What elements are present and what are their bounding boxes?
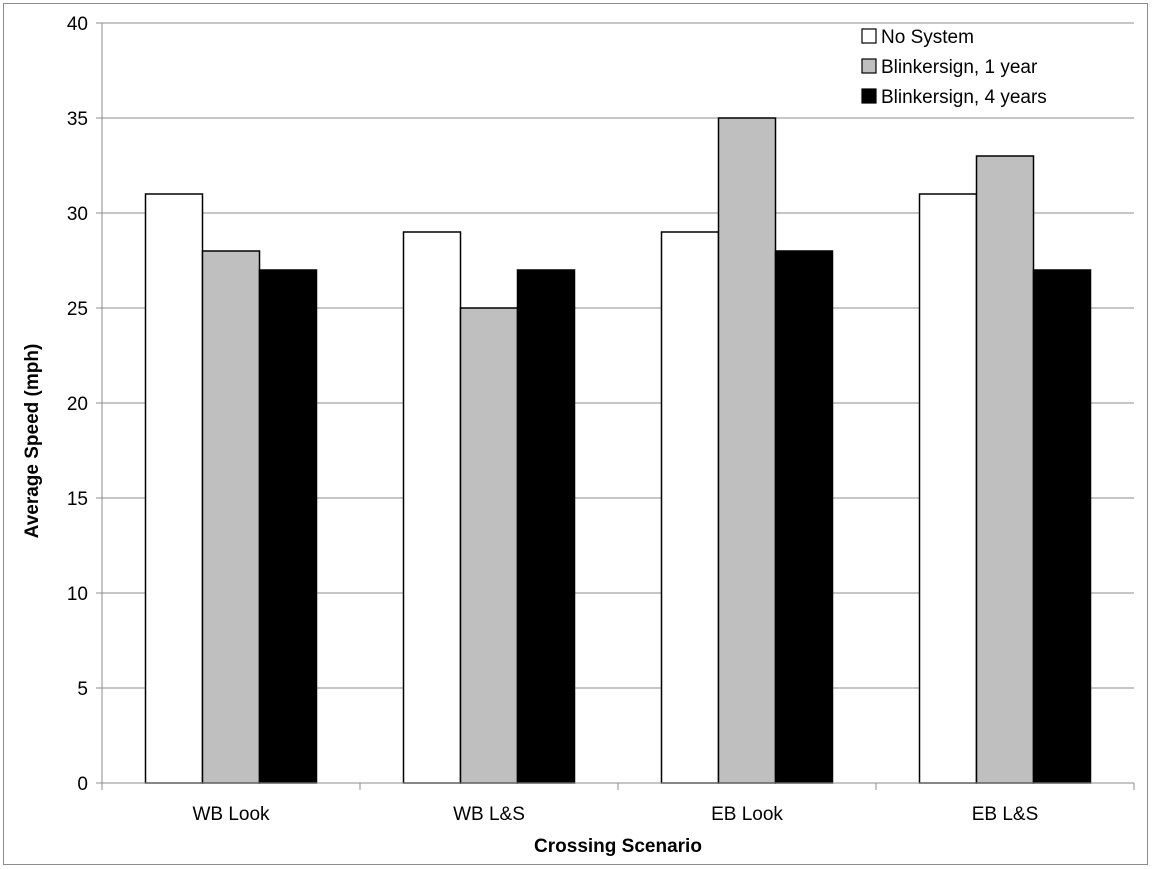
legend-label: Blinkersign, 1 year — [881, 57, 1038, 78]
bar — [201, 250, 261, 784]
y-tick-label: 40 — [67, 14, 88, 35]
y-tick-label: 20 — [67, 394, 88, 415]
x-tick-label: WB L&S — [453, 804, 525, 825]
legend-swatch — [861, 28, 877, 44]
bar — [660, 231, 720, 784]
x-tick-label: EB L&S — [972, 804, 1039, 825]
y-tick-label: 10 — [67, 584, 88, 605]
y-tick-label: 5 — [77, 679, 88, 700]
y-tick-label: 25 — [67, 299, 88, 320]
y-tick-label: 15 — [67, 489, 88, 510]
axes — [96, 22, 1135, 790]
x-tick-label: WB Look — [192, 804, 270, 825]
y-tick-label: 0 — [77, 774, 88, 795]
bars — [144, 117, 1092, 784]
bar — [717, 117, 777, 784]
bar — [516, 269, 576, 784]
bar — [144, 193, 204, 784]
y-tick-label: 35 — [67, 109, 88, 130]
legend-label: Blinkersign, 4 years — [881, 87, 1047, 108]
x-axis-title: Crossing Scenario — [534, 836, 702, 857]
bar — [459, 307, 519, 784]
bar — [918, 193, 978, 784]
legend-swatch — [861, 88, 877, 104]
x-tick-label: EB Look — [711, 804, 783, 825]
y-axis-title: Average Speed (mph) — [22, 344, 43, 539]
legend: No System Blinkersign, 1 year Blinkersign,… — [861, 27, 1047, 108]
bar — [975, 155, 1035, 784]
legend-label: No System — [881, 27, 974, 48]
bar — [402, 231, 462, 784]
bar — [258, 269, 318, 784]
bar — [774, 250, 834, 784]
x-tick-labels: WB Look WB L&S EB Look EB L&S — [192, 804, 1038, 825]
bar — [1032, 269, 1092, 784]
y-tick-label: 30 — [67, 204, 88, 225]
y-tick-labels: 0 5 10 15 20 25 30 35 40 — [67, 14, 88, 795]
legend-swatch — [861, 58, 877, 74]
